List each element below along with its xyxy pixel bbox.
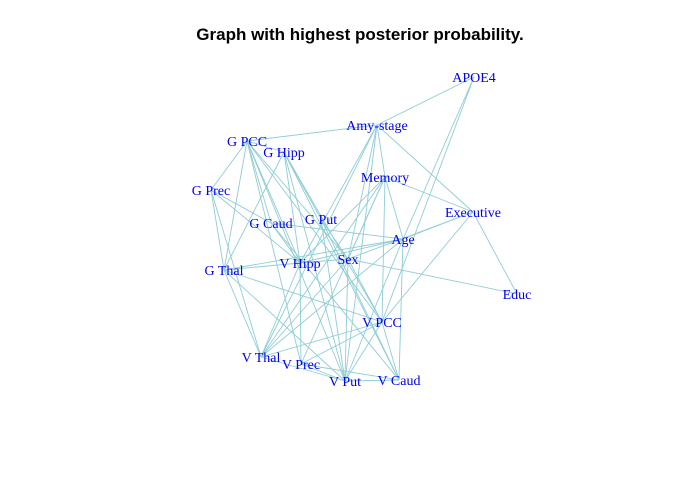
edge-vhipp-gthal [223, 262, 301, 271]
edge-gpcc-vhipp [246, 140, 301, 264]
edge-amy-memory [376, 124, 386, 178]
edge-vprec-vput [300, 363, 346, 382]
edge-vpcc-vcaud [381, 321, 400, 381]
node-ghipp: G Hipp [263, 146, 305, 161]
edge-gcaud-age [270, 222, 404, 240]
edge-amy-vhipp [299, 124, 378, 264]
edge-gprec-vhipp [210, 189, 301, 264]
edge-gput-sex [320, 218, 349, 260]
edge-amy-sex [347, 124, 378, 260]
node-gput: G Put [305, 213, 337, 228]
edge-executive-educ [472, 211, 518, 295]
node-vput: V Put [329, 375, 361, 390]
edge-ghipp-vput [283, 151, 346, 382]
edge-vhipp-vthal [260, 262, 301, 358]
edge-age-gthal [223, 238, 404, 271]
edge-memory-executive [384, 176, 474, 213]
edge-gpcc-vput [246, 140, 346, 382]
edge-memory-vprec [300, 176, 386, 365]
edge-gthal-vpcc [223, 269, 383, 323]
edge-gprec-gthal [210, 189, 225, 271]
edge-amy-vthal [260, 124, 378, 358]
edge-gthal-vthal [223, 269, 262, 358]
node-gpcc: G PCC [227, 135, 267, 150]
edge-sex-vput [344, 258, 349, 382]
node-executive: Executive [445, 206, 501, 221]
edge-sex-vhipp [299, 258, 349, 264]
node-vhipp: V Hipp [279, 257, 320, 272]
edge-gpcc-gcaud [246, 140, 272, 224]
edge-vpcc-vprec [300, 321, 383, 365]
edge-amy-executive [376, 124, 474, 213]
edge-gpcc-vprec [246, 140, 302, 365]
edge-memory-age [384, 176, 404, 240]
node-amy: Amy-stage [346, 119, 407, 134]
edge-memory-vpcc [381, 176, 386, 323]
edge-gthal-vput [223, 269, 346, 382]
edge-gcaud-vcaud [270, 222, 400, 381]
edge-executive-vpcc [381, 211, 474, 323]
edge-age-vthal [260, 238, 404, 358]
edge-vhipp-vprec [299, 262, 302, 365]
node-vcaud: V Caud [378, 374, 421, 389]
edge-vpcc-vput [344, 321, 383, 382]
edge-apoe4-age [402, 76, 475, 240]
edge-apoe4-amy [376, 76, 475, 126]
graph-edges [210, 76, 518, 382]
edge-ghipp-gthal [223, 151, 285, 271]
edge-memory-vthal [260, 176, 386, 358]
edge-amy-gpcc [246, 124, 378, 142]
edge-sex-vthal [260, 258, 349, 358]
node-vpcc: V PCC [362, 316, 402, 331]
edge-apoe4-vpcc [381, 76, 475, 323]
node-educ: Educ [503, 288, 532, 303]
edge-gpcc-ghipp [246, 140, 285, 153]
node-gprec: G Prec [192, 184, 231, 199]
node-age: Age [391, 233, 414, 248]
node-vthal: V Thal [242, 351, 281, 366]
node-apoe4: APOE4 [452, 71, 496, 86]
edge-ghipp-vhipp [283, 151, 301, 264]
edge-age-vcaud [398, 238, 404, 381]
edge-gcaud-vhipp [270, 222, 301, 264]
node-gcaud: G Caud [249, 217, 292, 232]
edge-memory-vhipp [299, 176, 386, 264]
node-gthal: G Thal [204, 264, 243, 279]
edge-gpcc-gprec [210, 140, 248, 191]
edge-gput-vput [320, 218, 346, 382]
edge-vprec-vcaud [300, 363, 400, 381]
edge-age-vhipp [299, 238, 404, 264]
graph-title: Graph with highest posterior probability… [196, 25, 523, 44]
edge-gpcc-vpcc [246, 140, 383, 323]
node-vprec: V Prec [282, 358, 320, 373]
edge-gprec-gcaud [210, 189, 272, 224]
edge-vpcc-vthal [260, 321, 383, 358]
edge-vput-vcaud [344, 379, 400, 382]
edge-sex-educ [347, 258, 518, 295]
node-memory: Memory [361, 171, 409, 186]
edge-gpcc-gthal [223, 140, 248, 271]
edge-sex-vpcc [347, 258, 383, 323]
node-sex: Sex [338, 253, 359, 268]
edge-vthal-vput [260, 356, 346, 382]
edge-age-vput [344, 238, 404, 382]
edge-executive-sex [347, 211, 474, 260]
edge-gput-vcaud [320, 218, 400, 381]
